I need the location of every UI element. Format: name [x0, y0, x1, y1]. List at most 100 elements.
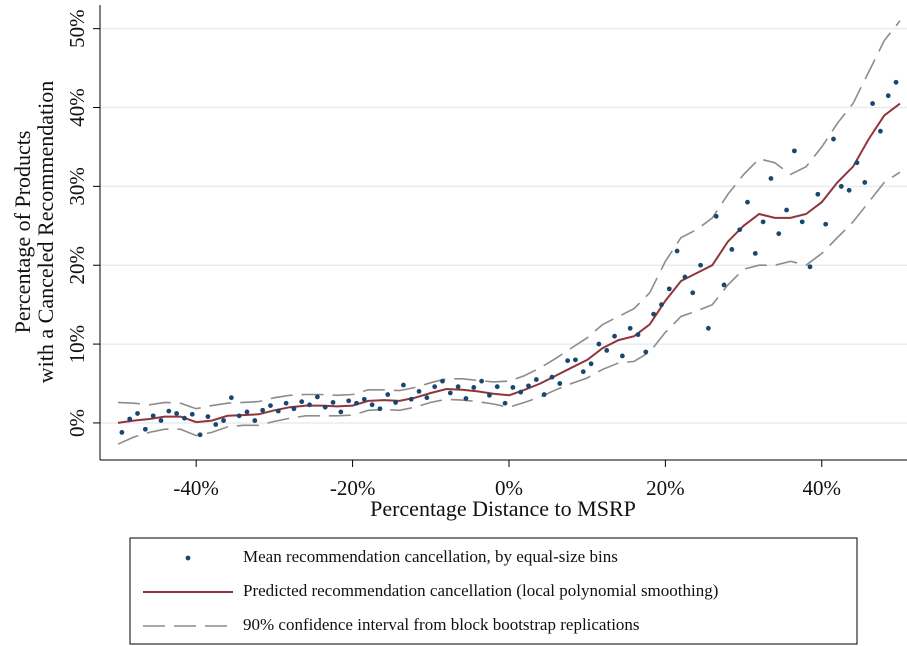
scatter-point — [807, 264, 813, 270]
scatter-point — [698, 262, 703, 268]
scatter-point — [205, 414, 211, 420]
scatter-point — [893, 79, 899, 85]
scatter-point — [487, 392, 492, 398]
scatter-point — [619, 353, 625, 359]
scatter-point — [533, 377, 539, 382]
y-tick-label: 40% — [65, 88, 89, 127]
scatter-point — [150, 413, 156, 419]
scatter-point — [447, 390, 453, 396]
y-tick-label: 50% — [65, 9, 89, 48]
scatter-point — [416, 388, 422, 394]
scatter-point — [854, 160, 860, 166]
x-tick-label: -40% — [173, 476, 219, 500]
scatter-point — [424, 395, 430, 401]
scatter-point — [479, 378, 485, 384]
legend-label: 90% confidence interval from block boots… — [243, 615, 640, 634]
scatter-point — [768, 176, 774, 181]
scatter-point — [432, 384, 438, 390]
scatter-point — [346, 398, 352, 404]
x-tick-label: 40% — [803, 476, 842, 500]
scatter-point — [236, 413, 242, 419]
scatter-point — [862, 180, 868, 185]
scatter-point — [573, 357, 578, 363]
scatter-point — [878, 128, 883, 134]
scatter-point — [369, 402, 375, 408]
scatter-point — [440, 378, 445, 384]
scatter-point — [275, 408, 281, 414]
smoothed-line — [117, 102, 901, 424]
scatter-point — [541, 392, 547, 397]
legend-symbol — [185, 555, 191, 561]
scatter-point — [705, 325, 711, 331]
scatter-point — [745, 199, 750, 205]
scatter-point — [612, 333, 617, 339]
scatter-point — [580, 369, 586, 375]
scatter-point — [666, 286, 672, 292]
scatter-point — [721, 282, 727, 288]
scatter-point — [197, 432, 203, 438]
scatter-point — [361, 396, 367, 402]
scatter-point — [385, 392, 391, 397]
scatter-point — [322, 404, 328, 410]
scatter-point — [291, 406, 297, 412]
scatter-point — [142, 426, 148, 432]
y-tick-label: 30% — [65, 167, 89, 206]
legend-label: Mean recommendation cancellation, by equ… — [243, 547, 618, 566]
scatter-point — [799, 219, 805, 225]
x-tick-label: 0% — [495, 476, 523, 500]
scatter-point — [752, 250, 758, 256]
confidence-bound — [117, 171, 901, 445]
scatter-point — [221, 418, 226, 423]
scatter-point — [526, 383, 531, 389]
scatter-point — [393, 400, 398, 405]
y-tick-label: 20% — [65, 246, 89, 285]
scatter-point — [299, 399, 305, 405]
scatter-point — [737, 227, 743, 233]
scatter-point — [713, 213, 719, 219]
scatter-point — [870, 101, 875, 106]
scatter-point — [268, 403, 273, 408]
scatter-point — [627, 325, 633, 331]
scatter-point — [494, 384, 500, 390]
legend-box — [129, 537, 858, 645]
scatter-point — [760, 219, 766, 225]
scatter-point — [635, 332, 641, 338]
scatter-point — [776, 231, 782, 237]
scatter-point — [158, 418, 164, 423]
x-axis-label: Percentage Distance to MSRP — [370, 496, 636, 521]
x-tick-label: -20% — [330, 476, 376, 500]
scatter-point — [244, 409, 250, 415]
scatter-point — [377, 406, 383, 412]
scatter-point — [729, 247, 735, 252]
legend-label: Predicted recommendation cancellation (l… — [243, 581, 718, 600]
scatter-point — [213, 422, 219, 427]
scatter-point — [604, 347, 610, 353]
scatter-point — [518, 389, 524, 395]
scatter-point — [354, 400, 359, 406]
scatter-point — [651, 311, 657, 317]
scatter-point — [502, 400, 508, 406]
scatter-point — [330, 400, 336, 405]
scatter-point — [838, 183, 844, 189]
y-axis-label: with a Canceled Recommendation — [33, 81, 58, 383]
scatter-point — [283, 400, 289, 406]
scatter-point — [682, 274, 688, 280]
scatter-point — [401, 382, 406, 388]
scatter-point — [674, 248, 680, 254]
scatter-point — [643, 349, 649, 355]
scatter-point — [252, 418, 258, 423]
scatter-point — [314, 394, 320, 400]
scatter-point — [659, 302, 664, 308]
scatter-point — [784, 207, 789, 213]
scatter-point — [166, 408, 172, 414]
scatter-point — [557, 381, 563, 386]
scatter-point — [408, 396, 414, 402]
scatter-point — [815, 191, 821, 197]
scatter-point — [189, 411, 195, 417]
y-axis-label: Percentage of Products — [10, 131, 35, 334]
scatter-point — [549, 374, 555, 380]
scatter-point — [565, 358, 571, 364]
scatter-point — [846, 187, 852, 193]
confidence-bound — [117, 20, 901, 410]
